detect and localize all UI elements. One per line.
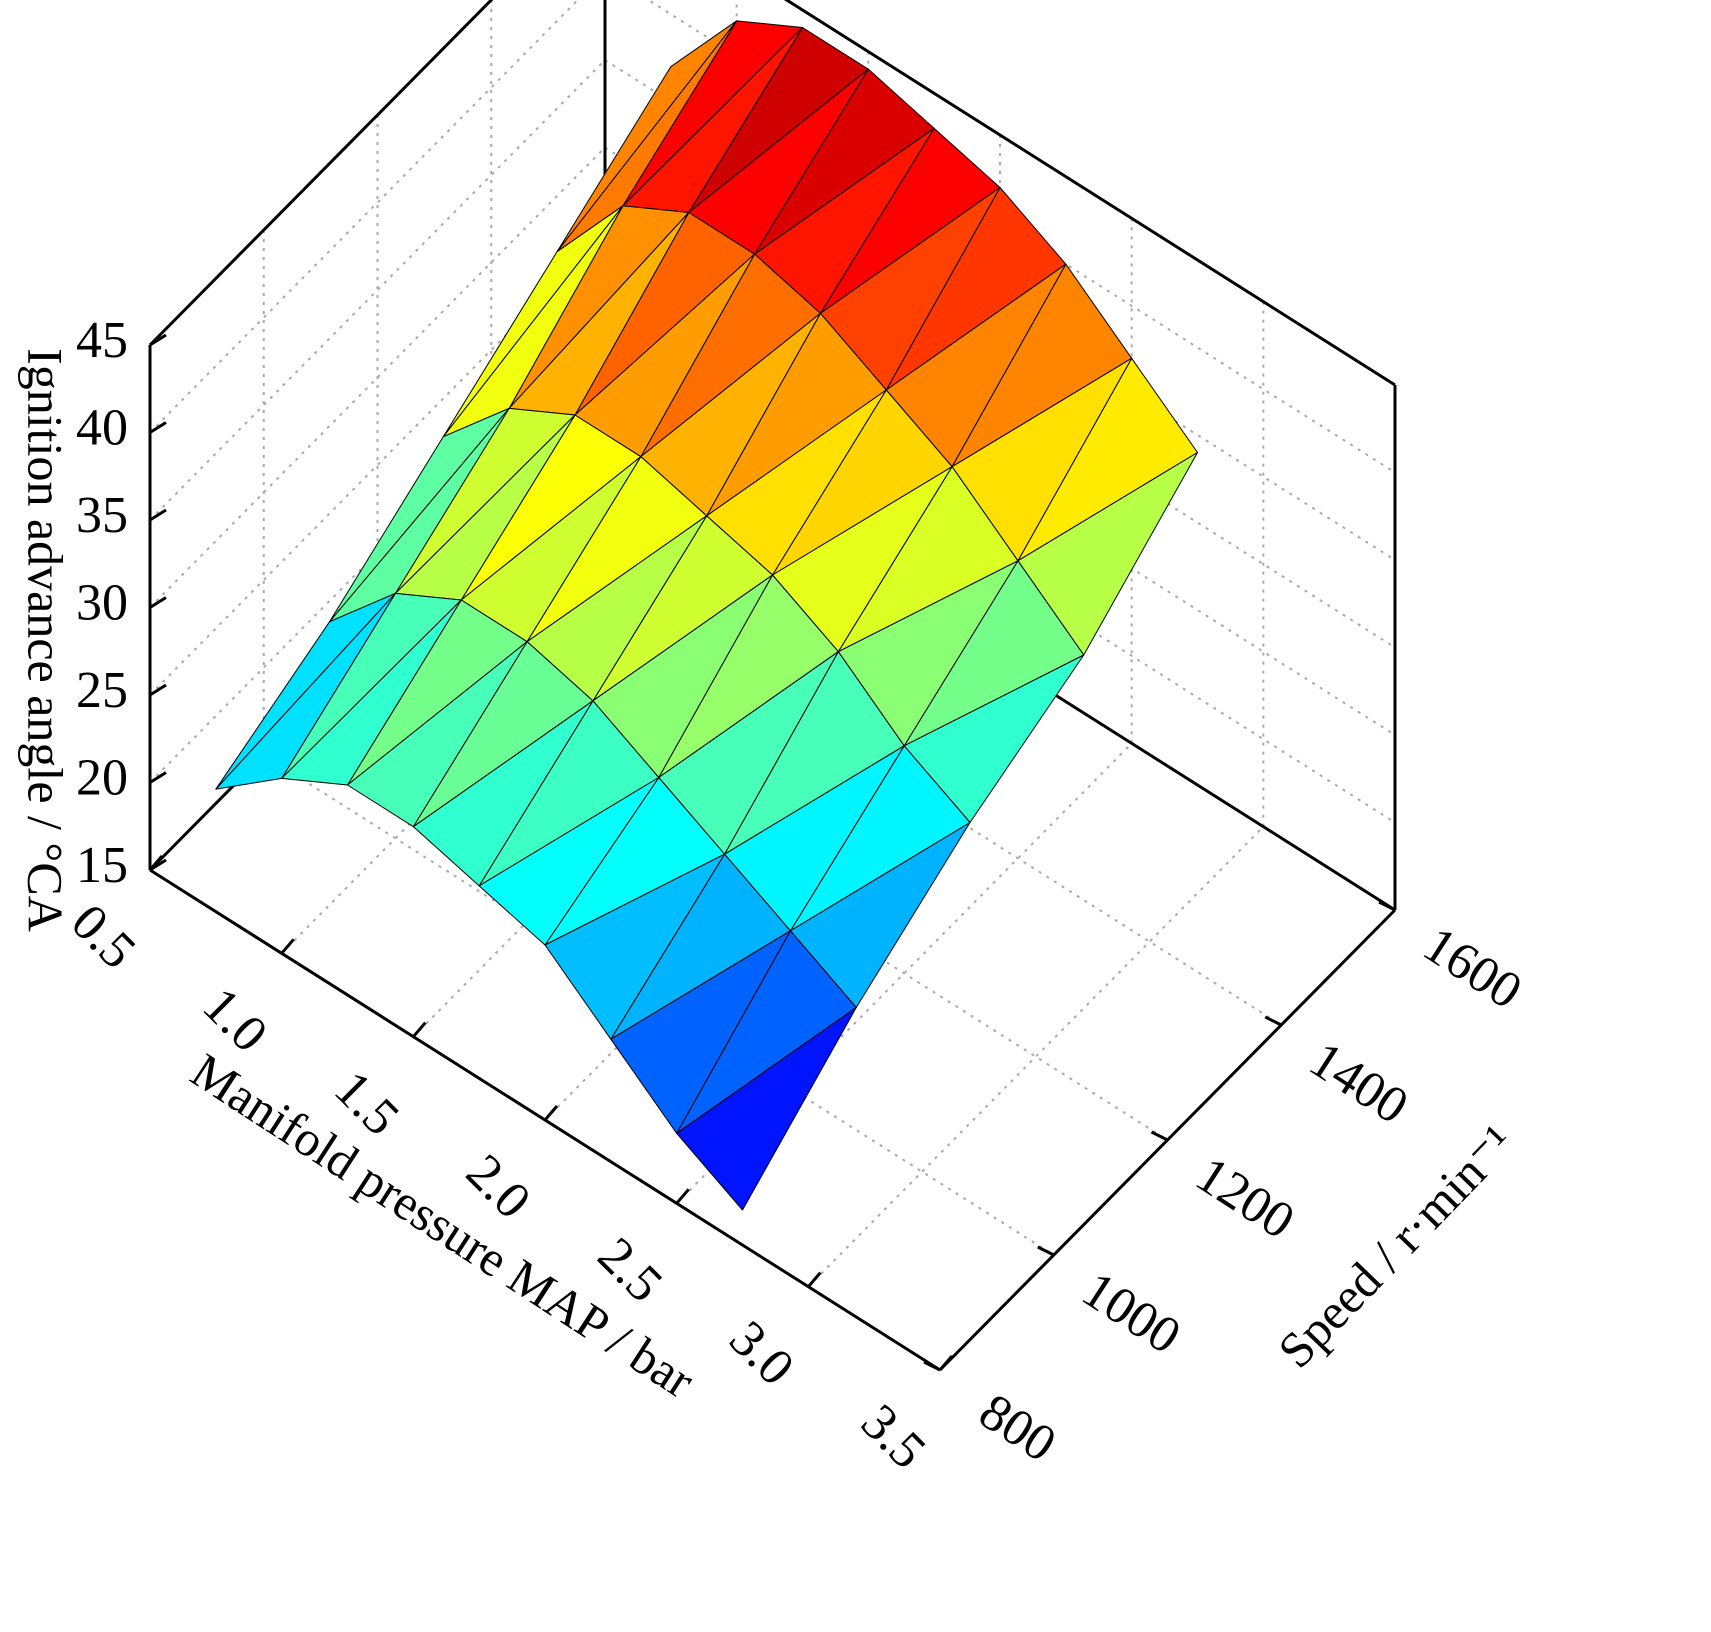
y-tick-label: 1600 (1413, 916, 1531, 1020)
tick-mark (149, 421, 167, 434)
tick-mark (149, 683, 167, 697)
x-tick-label: 1.0 (192, 977, 278, 1063)
y-tick-label: 1200 (1186, 1146, 1304, 1250)
tick-mark (938, 1355, 954, 1371)
tick-mark (149, 596, 167, 609)
surface-facet (676, 1007, 857, 1211)
z-axis-title: Ignition advance angle / °CA (18, 348, 74, 932)
surface-facet (281, 599, 462, 786)
tick-mark (148, 855, 164, 871)
x-axis-title: Manifold pressure MAP / bar (182, 1042, 705, 1409)
y-tick-label: 800 (969, 1383, 1065, 1473)
tick-mark (543, 1105, 559, 1121)
tick-mark (149, 333, 167, 347)
axis-edge (148, 0, 494, 347)
tick-mark (1150, 1130, 1169, 1142)
tick-mark (675, 1188, 690, 1205)
surface-facet (347, 641, 528, 828)
z-tick-label: 35 (76, 487, 128, 544)
surface-facet (610, 930, 791, 1134)
z-tick-label: 25 (76, 662, 128, 719)
y-tick-label: 1400 (1300, 1031, 1418, 1135)
z-tick-label: 45 (76, 312, 128, 369)
x-tick-label: 3.5 (850, 1394, 936, 1480)
y-tick-label: 1000 (1072, 1261, 1190, 1365)
surface-facet (478, 777, 660, 946)
tick-mark (412, 1021, 427, 1038)
tick-mark (149, 771, 167, 784)
z-tick-label: 40 (76, 399, 128, 456)
x-tick-label: 3.0 (718, 1310, 804, 1396)
grid-line (263, 754, 1055, 1256)
tick-mark (280, 938, 295, 955)
tick-mark (149, 508, 167, 522)
z-tick-label: 30 (76, 574, 128, 631)
surface-facet (412, 700, 594, 887)
surface-facet (215, 592, 396, 790)
tick-mark (923, 1360, 941, 1372)
z-tick-label: 15 (76, 837, 128, 894)
tick-mark (1378, 900, 1396, 912)
axis-edge (783, 0, 1396, 387)
z-tick-label: 20 (76, 749, 128, 806)
tick-mark (807, 1271, 822, 1288)
y-axis-title: Speed / r·min⁻¹ (1267, 1114, 1525, 1378)
surface-facet (544, 853, 726, 1040)
tick-mark (1037, 1245, 1055, 1257)
tick-mark (1264, 1015, 1282, 1027)
